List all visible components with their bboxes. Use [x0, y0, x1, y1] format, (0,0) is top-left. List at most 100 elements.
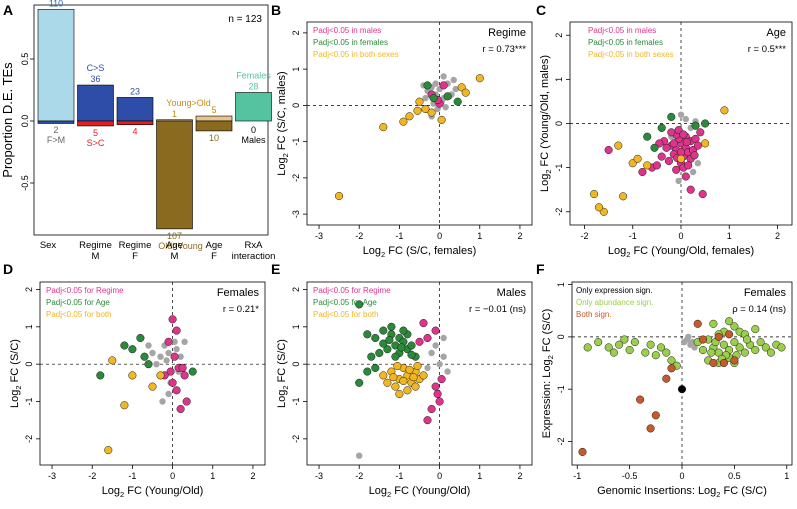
y-tick-label: 1	[291, 67, 301, 72]
data-point	[168, 315, 177, 324]
y-tick-label: -1	[556, 385, 566, 393]
data-point	[691, 121, 700, 130]
bar-up-text: Young>Old	[166, 98, 210, 108]
bar-up-count: 5	[211, 105, 216, 115]
data-point	[355, 378, 364, 387]
data-point	[391, 382, 400, 391]
data-point	[686, 185, 695, 194]
data-point	[452, 85, 459, 93]
legend-entry: Padj<0.05 in both sexes	[313, 50, 399, 59]
data-point	[457, 83, 466, 92]
data-point	[383, 378, 392, 387]
data-point	[614, 141, 623, 150]
data-point	[120, 401, 129, 410]
data-point	[725, 330, 734, 339]
data-point	[609, 348, 618, 357]
data-point	[172, 326, 181, 335]
x-tick-label: 0	[679, 471, 684, 481]
data-point	[180, 371, 189, 380]
legend-entry: Padj<0.05 in males	[313, 26, 381, 35]
data-point	[442, 104, 449, 111]
data-point	[428, 349, 435, 357]
x-tick-label: -2	[355, 471, 363, 481]
data-point	[399, 326, 408, 335]
legend-entry: Padj<0.05 for both	[313, 310, 379, 319]
data-point	[433, 389, 442, 399]
x-tick-label: 1	[727, 231, 732, 241]
data-point	[170, 352, 179, 361]
data-point	[383, 345, 392, 354]
data-point	[751, 325, 760, 334]
data-point	[397, 343, 406, 352]
y-tick-label: 2	[554, 33, 564, 38]
x-tick-label: 0	[678, 231, 683, 241]
bar-up	[77, 84, 114, 122]
data-point	[96, 371, 105, 380]
data-point	[395, 389, 404, 399]
y-tick-label: -1	[554, 164, 564, 172]
data-point	[399, 376, 408, 386]
stat-annotation: r = 0.21*	[223, 304, 259, 315]
x-axis-label: Genomic Insertions: Log2 FC (S/C)	[597, 485, 767, 499]
data-point	[685, 333, 692, 341]
panel-d-scatter: -3 -2 -1 0 1 2 -2 -1 0 1 2 Log2 FC (Young/Old) Log2 …	[9, 281, 266, 499]
data-point	[709, 319, 718, 328]
x-tick-label: -3	[48, 471, 56, 481]
data-point	[651, 411, 660, 420]
data-point	[594, 203, 604, 212]
data-point	[684, 161, 693, 170]
y-tick-label: 2	[291, 30, 301, 35]
data-point	[432, 80, 439, 87]
y-tick-label: 1	[291, 324, 301, 329]
legend-entry: Only expression sign.	[576, 286, 652, 295]
data-point	[422, 94, 429, 102]
panel-title: Females	[217, 287, 260, 299]
y-axis-label: Log2 FC (Young/Old, males)	[539, 55, 553, 192]
data-point	[604, 145, 613, 155]
stat-annotation: r = 0.73***	[482, 44, 526, 55]
data-point	[437, 375, 446, 384]
data-point	[405, 365, 414, 374]
data-point	[415, 337, 424, 346]
x-tick-label: 0.5	[728, 471, 741, 481]
data-point	[679, 130, 688, 139]
x-category-label: interaction	[232, 251, 276, 262]
data-point	[630, 338, 639, 347]
data-point	[177, 353, 184, 360]
x-tick-label: -3	[315, 231, 323, 241]
y-tick-label: -2	[556, 437, 566, 445]
data-point	[761, 343, 770, 352]
bar-down-text: Males	[241, 135, 266, 145]
y-axis-label: Expression: Log2 FC (S/C)	[541, 309, 555, 439]
data-point	[176, 404, 185, 414]
data-point	[636, 395, 645, 404]
data-point	[450, 76, 457, 84]
data-point	[698, 190, 707, 199]
data-point	[676, 154, 686, 163]
x-tick-label: 0	[437, 471, 442, 481]
data-point	[714, 332, 723, 341]
plot-frame	[306, 281, 533, 466]
bar-up-text: Females	[236, 70, 271, 80]
data-point	[436, 361, 443, 368]
data-point	[641, 348, 650, 357]
y-axis-label: Proportion D.E. TEs	[0, 62, 15, 178]
data-point	[153, 361, 160, 368]
x-tick-label: -1	[128, 471, 136, 481]
data-point	[165, 349, 172, 357]
y-tick-label: -2	[554, 208, 564, 216]
data-point	[171, 338, 178, 345]
data-point	[431, 326, 440, 335]
data-point	[165, 390, 172, 398]
data-point	[181, 338, 188, 345]
bar-down-count: 107	[167, 231, 182, 241]
data-point	[421, 104, 430, 114]
bar-up-count: 36	[90, 74, 100, 84]
data-point	[725, 317, 734, 326]
x-category-label: Sex	[40, 240, 57, 251]
data-point	[424, 364, 431, 372]
data-point	[104, 446, 113, 455]
